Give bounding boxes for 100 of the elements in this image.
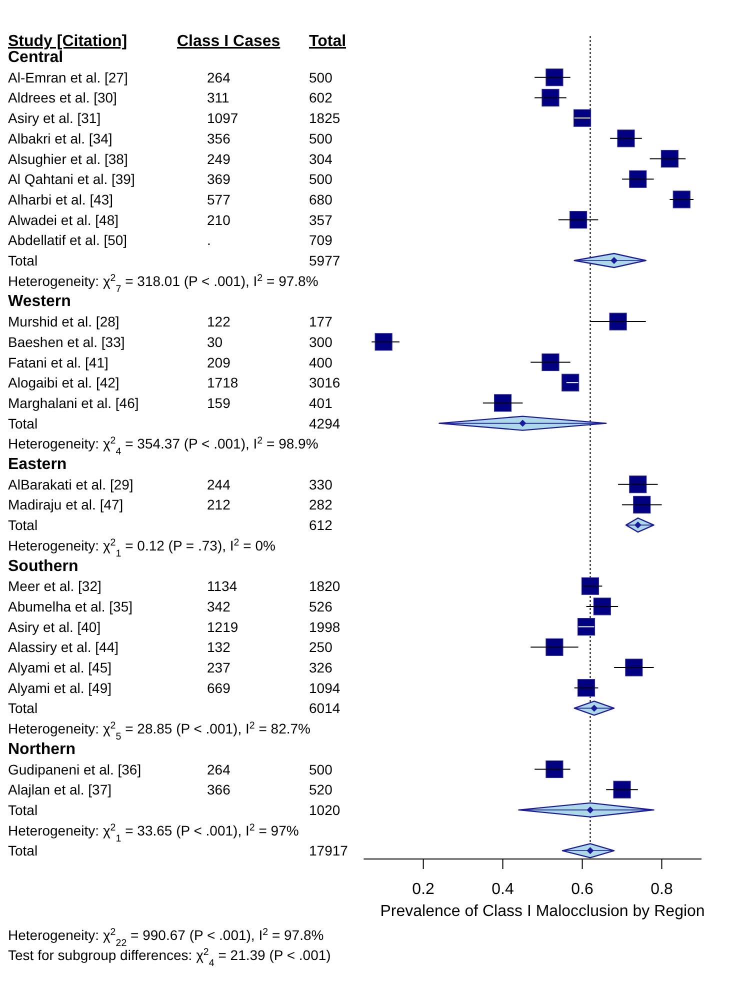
text: 249 — [207, 150, 231, 167]
y2-tick-label: 5977 — [309, 252, 340, 268]
y-tick-label: Total — [8, 802, 38, 818]
y-tick-label: Alyami et al. [49] — [8, 680, 112, 696]
y2-tick-label: 500 — [309, 69, 333, 86]
y-tick-label: Western — [8, 293, 71, 310]
y-tick-label: Heterogeneity: χ$^{2}$$_{7}$ = 318.01 (P < .001), I$^{2}$ = 97.8% — [8, 272, 318, 294]
y2-tick-label: 300 — [309, 334, 333, 350]
point — [617, 130, 635, 148]
y-tick-label: Alsughier et al. [38] — [8, 150, 128, 167]
point — [660, 150, 679, 168]
y-tick-label: Abdellatif et al. [50] — [8, 232, 128, 248]
y2-tick-label: 526 — [309, 598, 333, 614]
point — [613, 780, 631, 798]
y-tick-label: Marghalani et al. [46] — [8, 394, 139, 411]
y2-tick-label: 1998 — [309, 618, 340, 635]
point — [546, 638, 564, 656]
y-tick-label: AlBarakati et al. [29] — [8, 476, 134, 492]
point — [542, 88, 560, 106]
y2-tick-label: 17917 — [309, 842, 348, 859]
y-tick-label: Heterogeneity: χ$^{2}$$_{5}$ = 28.85 (P < .001), I$^{2}$ = 82.7% — [8, 720, 310, 742]
y2-axis-title: Total — [309, 33, 346, 50]
y2-tick-label: 250 — [309, 639, 333, 656]
y-tick-label: Aldrees et al. [30] — [8, 90, 117, 106]
text: 212 — [207, 496, 231, 513]
text: 369 — [207, 171, 231, 188]
y-tick-label: Asiry et al. [31] — [8, 110, 101, 126]
y-tick-label: Total — [8, 842, 38, 859]
text: 577 — [207, 191, 231, 208]
text: 366 — [207, 782, 231, 798]
text: 209 — [207, 354, 231, 370]
y-tick-label: Albakri et al. [34] — [8, 130, 112, 146]
text: 342 — [207, 598, 231, 614]
y2-tick-label: 282 — [309, 496, 333, 513]
point — [581, 577, 600, 595]
y-tick-label: Southern — [8, 558, 78, 575]
y2-tick-label: 612 — [309, 517, 333, 534]
y2-tick-label: 330 — [309, 476, 333, 492]
y2-tick-label: 520 — [309, 782, 333, 798]
y-tick-label: Alyami et al. [45] — [8, 660, 112, 676]
y-tick-label: Alharbi et al. [43] — [8, 191, 114, 208]
point — [625, 658, 643, 676]
y2-tick-label: 500 — [309, 761, 333, 778]
y2-tick-label: 1825 — [309, 110, 340, 126]
text: 210 — [207, 212, 231, 228]
point — [542, 353, 560, 372]
y2-tick-label: 304 — [309, 150, 333, 167]
y-tick-label: Total — [8, 415, 38, 432]
point — [374, 333, 392, 351]
text: 122 — [207, 314, 231, 330]
y2-tick-label: 602 — [309, 90, 333, 106]
text: 237 — [207, 660, 231, 676]
point — [609, 312, 627, 330]
y-tick-label: Gudipaneni et al. [36] — [8, 761, 142, 778]
x-tick-label: 0.4 — [492, 881, 514, 898]
y-tick-label: Meer et al. [32] — [8, 578, 102, 594]
text: 356 — [207, 130, 231, 146]
text: 264 — [207, 69, 231, 86]
point — [577, 618, 596, 636]
text: 159 — [207, 394, 231, 411]
y-tick-label: Total — [8, 252, 38, 268]
y2-tick-label: 1820 — [309, 578, 340, 594]
point — [672, 190, 690, 208]
y2-tick-label: 1020 — [309, 802, 340, 818]
y-tick-label: Baeshen et al. [33] — [8, 334, 125, 350]
text: 669 — [207, 680, 231, 696]
y2-tick-label: 4294 — [309, 415, 340, 432]
text: Test for subgroup differences: χ$^{2}$$_{4}$ = 21.39 (P < .001) — [8, 946, 331, 968]
y-tick-label: Alogaibi et al. [42] — [8, 374, 120, 391]
point — [546, 68, 564, 86]
point — [546, 760, 564, 778]
text: 244 — [207, 476, 231, 492]
y2-tick-label: 401 — [309, 394, 333, 411]
y-tick-label: Total — [8, 517, 38, 534]
y2-tick-label: 177 — [309, 314, 333, 330]
point — [629, 476, 647, 494]
y2-tick-label: 6014 — [309, 700, 340, 716]
y-tick-label: Abumelha et al. [35] — [8, 598, 133, 614]
text: 1219 — [207, 618, 238, 635]
y-tick-label: Alassiry et al. [44] — [8, 639, 118, 656]
y-tick-label: Heterogeneity: χ$^{2}$$_{1}$ = 0.12 (P = .73), I$^{2}$ = 0% — [8, 536, 276, 559]
y-tick-label: Alwadei et al. [48] — [8, 212, 119, 228]
text: . — [207, 232, 211, 248]
y2-tick-label: 3016 — [309, 374, 340, 391]
point — [562, 374, 580, 392]
y-tick-label: Northern — [8, 740, 76, 758]
x-tick-label: 0.2 — [412, 881, 435, 898]
y2-tick-label: 680 — [309, 191, 333, 208]
text: 264 — [207, 761, 231, 778]
y-tick-label: Al Qahtani et al. [39] — [8, 171, 135, 188]
text: 132 — [207, 639, 231, 656]
point — [577, 679, 596, 697]
y2-tick-label: 500 — [309, 171, 333, 188]
y2-tick-label: 709 — [309, 232, 333, 248]
y-axis-title: Study [Citation] — [8, 33, 128, 50]
y-tick-label: Central — [8, 49, 64, 66]
y-tick-label: Total — [8, 700, 38, 716]
y-tick-label: Alajlan et al. [37] — [8, 782, 112, 798]
text: 1718 — [207, 374, 238, 391]
x-axis-title: Prevalence of Class I Malocclusion by Region — [380, 903, 705, 920]
